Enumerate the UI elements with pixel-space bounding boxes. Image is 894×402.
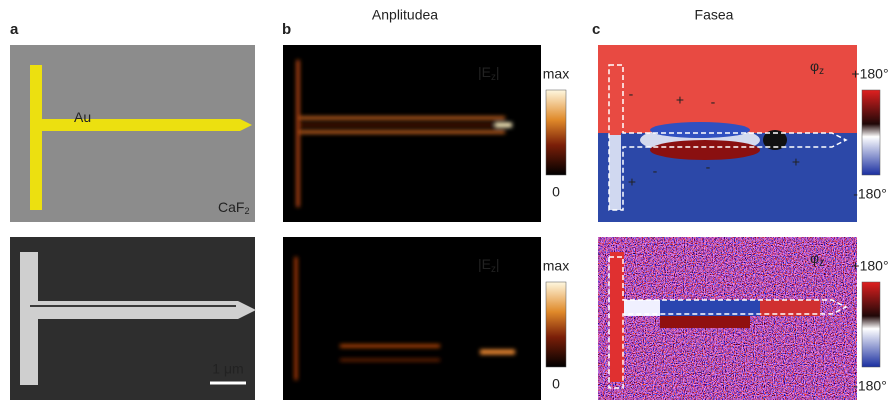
phase-arm xyxy=(609,135,621,210)
text-part: | xyxy=(496,256,500,272)
phase-feature xyxy=(650,122,750,138)
phase-feature xyxy=(650,140,760,160)
colorbar xyxy=(546,282,566,367)
colorbar xyxy=(546,90,566,175)
colorbar-min: 0 xyxy=(552,376,560,392)
colorbar-min: -180° xyxy=(853,186,887,202)
panel-label: b xyxy=(282,21,291,38)
subscript: z xyxy=(819,258,824,269)
charge-sign: - xyxy=(653,163,658,179)
figure: a b c Anplitudea Fasea Au CaF2 1 μm |E z | max… xyxy=(0,0,894,402)
charge-sign: + xyxy=(628,174,636,190)
colorbar-max: max xyxy=(543,66,569,82)
charge-sign: + xyxy=(676,92,684,108)
text-part: φ xyxy=(810,250,819,266)
image xyxy=(283,237,541,400)
charge-sign: - xyxy=(711,94,716,110)
charge-sign: - xyxy=(706,159,711,175)
colorbar-max: max xyxy=(543,258,569,274)
phase-arm xyxy=(660,316,750,328)
text-part: CaF xyxy=(218,199,244,215)
colorbar-max: +180° xyxy=(851,258,888,274)
panel-title: Anplitudea xyxy=(372,7,438,23)
label: Au xyxy=(74,109,91,125)
colorbar xyxy=(862,282,880,367)
text-part: Au xyxy=(74,109,91,125)
colorbar-min: 0 xyxy=(552,184,560,200)
charge-sign: - xyxy=(629,86,634,102)
charge-sign: + xyxy=(792,154,800,170)
text-part: | xyxy=(496,64,500,80)
colorbar-min: -180° xyxy=(853,378,887,394)
text-part: |E xyxy=(478,64,491,80)
subscript: 2 xyxy=(244,206,249,216)
text-part: φ xyxy=(810,58,819,74)
phase-arm xyxy=(610,252,624,382)
panel-title: Fasea xyxy=(695,7,734,23)
panel-label: c xyxy=(592,21,600,38)
panel-label: a xyxy=(10,21,19,38)
text-part: |E xyxy=(478,256,491,272)
colorbar-max: +180° xyxy=(851,66,888,82)
colorbar xyxy=(862,90,880,175)
image xyxy=(10,45,255,222)
subscript: z xyxy=(819,66,824,77)
scale-label: 1 μm xyxy=(212,361,243,377)
